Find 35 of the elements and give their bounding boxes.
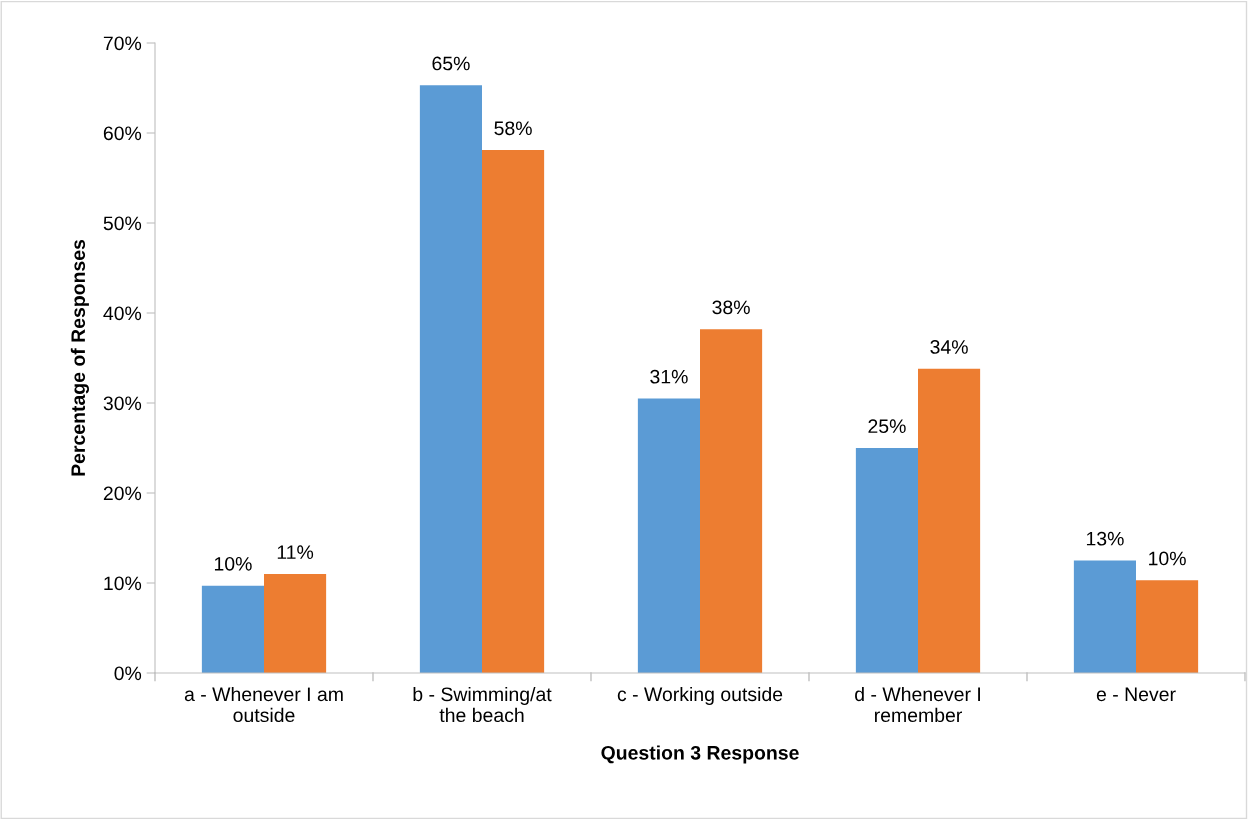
y-tick-label: 40%: [103, 306, 142, 321]
data-label: 13%: [1086, 531, 1124, 546]
y-axis-title: Percentage of Responses: [70, 239, 89, 476]
y-tick-label: 60%: [103, 126, 142, 141]
bar: [482, 150, 545, 673]
bar: [1136, 580, 1199, 673]
y-tick-label: 20%: [103, 486, 142, 501]
y-tick-label: 0%: [114, 666, 142, 681]
bar: [1073, 560, 1136, 673]
data-label: 25%: [868, 419, 906, 434]
data-label: 10%: [1149, 551, 1186, 566]
bar: [918, 368, 981, 673]
data-label: 38%: [712, 300, 750, 315]
x-tick-label: d - Whenever I remember: [855, 686, 980, 723]
x-tick-label: e - Never: [1096, 687, 1176, 702]
x-axis-title: Question 3 Response: [601, 745, 799, 764]
x-tick-label: c - Working outside: [617, 686, 783, 706]
data-label: 11%: [277, 545, 314, 559]
data-label: 65%: [432, 56, 470, 71]
data-label: 58%: [494, 121, 532, 136]
data-label: 34%: [930, 340, 968, 354]
bar: [264, 574, 327, 673]
data-label: 10%: [214, 556, 252, 571]
x-tick-label: b - Swimming/at the beach: [413, 686, 552, 723]
y-tick-label: 10%: [104, 576, 142, 591]
bar: [855, 448, 918, 673]
bar: [637, 398, 700, 673]
y-tick-label: 30%: [103, 396, 142, 411]
y-tick-label: 70%: [103, 36, 142, 51]
x-tick-label: a - Whenever I am outside: [184, 686, 343, 723]
data-label: 31%: [650, 369, 688, 384]
bar: [700, 329, 763, 673]
bar: [201, 585, 264, 673]
y-tick-label: 50%: [103, 216, 142, 231]
bar: [419, 85, 482, 673]
